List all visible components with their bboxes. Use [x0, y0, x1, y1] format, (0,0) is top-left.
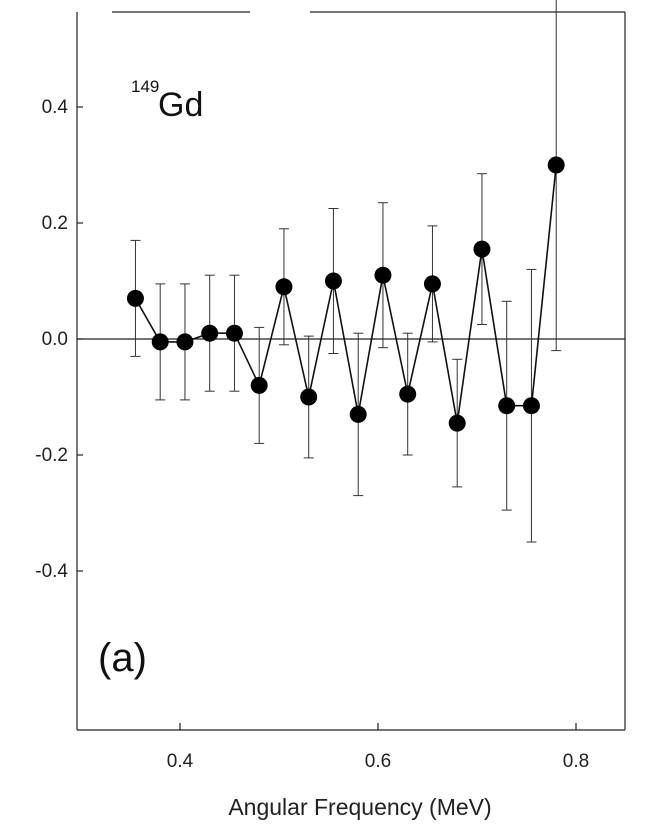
data-point [374, 266, 392, 284]
data-point [448, 414, 466, 432]
data-point [399, 385, 417, 403]
tick-layer: 0.4 0.2 0.0 -0.2 -0.4 0.4 0.6 0.8 [35, 97, 589, 772]
data-point-layer [126, 156, 565, 432]
panel-label: (a) [98, 636, 147, 680]
x-tick-label: 0.6 [365, 751, 391, 772]
data-point [176, 333, 194, 351]
x-tick-label: 0.8 [563, 751, 589, 772]
data-point [522, 397, 540, 415]
data-point [349, 405, 367, 423]
error-bar-layer [130, 0, 562, 543]
data-point [275, 278, 293, 296]
data-point [473, 240, 491, 258]
nucleus-name: Gd [158, 86, 203, 124]
data-point [300, 388, 318, 406]
y-tick-label: 0.0 [42, 329, 68, 350]
nucleus-mass-number: 149 [131, 77, 159, 96]
data-point [225, 324, 243, 342]
y-tick-label: 0.2 [42, 213, 68, 234]
data-point [423, 275, 441, 293]
data-point [547, 156, 565, 174]
series-line-layer [134, 164, 557, 424]
x-axis-label: Angular Frequency (MeV) [228, 794, 491, 820]
y-tick-label: -0.4 [35, 561, 68, 582]
series-line [134, 164, 557, 424]
x-tick-label: 0.4 [167, 751, 194, 772]
data-point [324, 272, 342, 290]
data-point [151, 333, 169, 351]
data-point [201, 324, 219, 342]
y-tick-label: 0.4 [42, 97, 69, 118]
data-point [250, 376, 268, 394]
plot-frame [76, 11, 626, 731]
y-tick-label: -0.2 [35, 445, 68, 466]
data-point [498, 397, 516, 415]
data-point [126, 289, 144, 307]
